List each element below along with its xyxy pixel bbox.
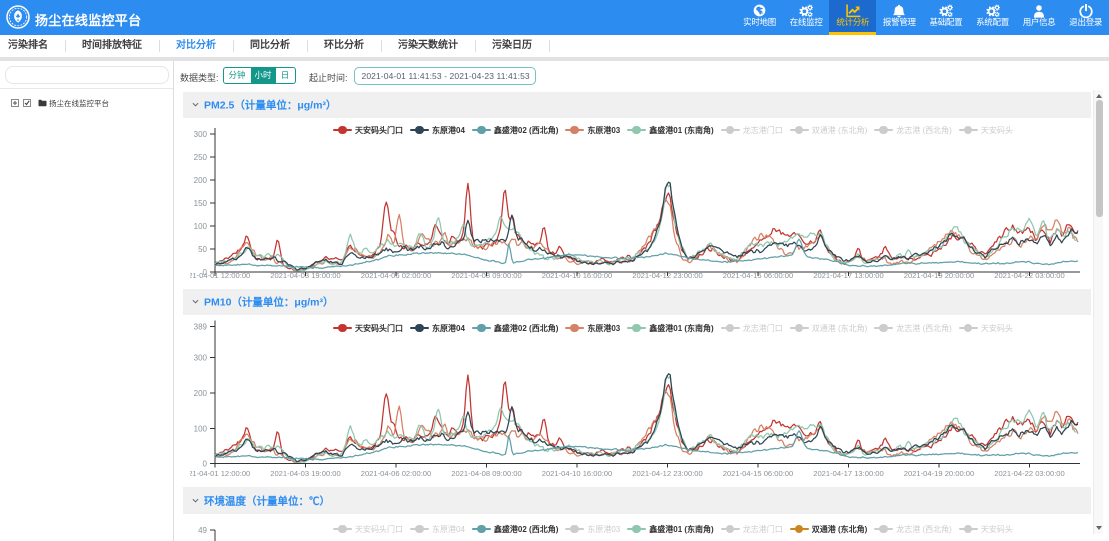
svg-text:2021-04-12 23:00:00: 2021-04-12 23:00:00 [632,469,703,478]
svg-text:2021-04-10 16:00:00: 2021-04-10 16:00:00 [542,469,613,478]
svg-text:2021-04-19 20:00:00: 2021-04-19 20:00:00 [904,469,975,478]
svg-text:49: 49 [198,526,207,535]
svg-text:300: 300 [194,354,208,363]
svg-text:2021-04-22 03:00:00: 2021-04-22 03:00:00 [994,469,1065,478]
svg-text:2021-04-17 13:00:00: 2021-04-17 13:00:00 [813,469,884,478]
svg-text:0: 0 [203,268,208,277]
svg-text:100: 100 [194,424,208,433]
svg-text:200: 200 [194,176,208,185]
svg-text:2021-04-15 06:00:00: 2021-04-15 06:00:00 [723,469,794,478]
svg-text:2021-04-01 12:00:00: 2021-04-01 12:00:00 [183,271,250,280]
svg-text:200: 200 [194,389,208,398]
svg-text:2021-04-01 12:00:00: 2021-04-01 12:00:00 [183,469,250,478]
svg-text:150: 150 [194,199,208,208]
svg-text:100: 100 [194,222,208,231]
svg-text:250: 250 [194,153,208,162]
svg-text:2021-04-03 19:00:00: 2021-04-03 19:00:00 [270,469,341,478]
svg-text:50: 50 [198,245,207,254]
svg-text:0: 0 [203,460,208,469]
svg-text:2021-04-06 02:00:00: 2021-04-06 02:00:00 [361,469,432,478]
svg-text:300: 300 [194,130,208,139]
svg-text:2021-04-08 09:00:00: 2021-04-08 09:00:00 [451,469,522,478]
svg-text:389: 389 [194,322,208,331]
